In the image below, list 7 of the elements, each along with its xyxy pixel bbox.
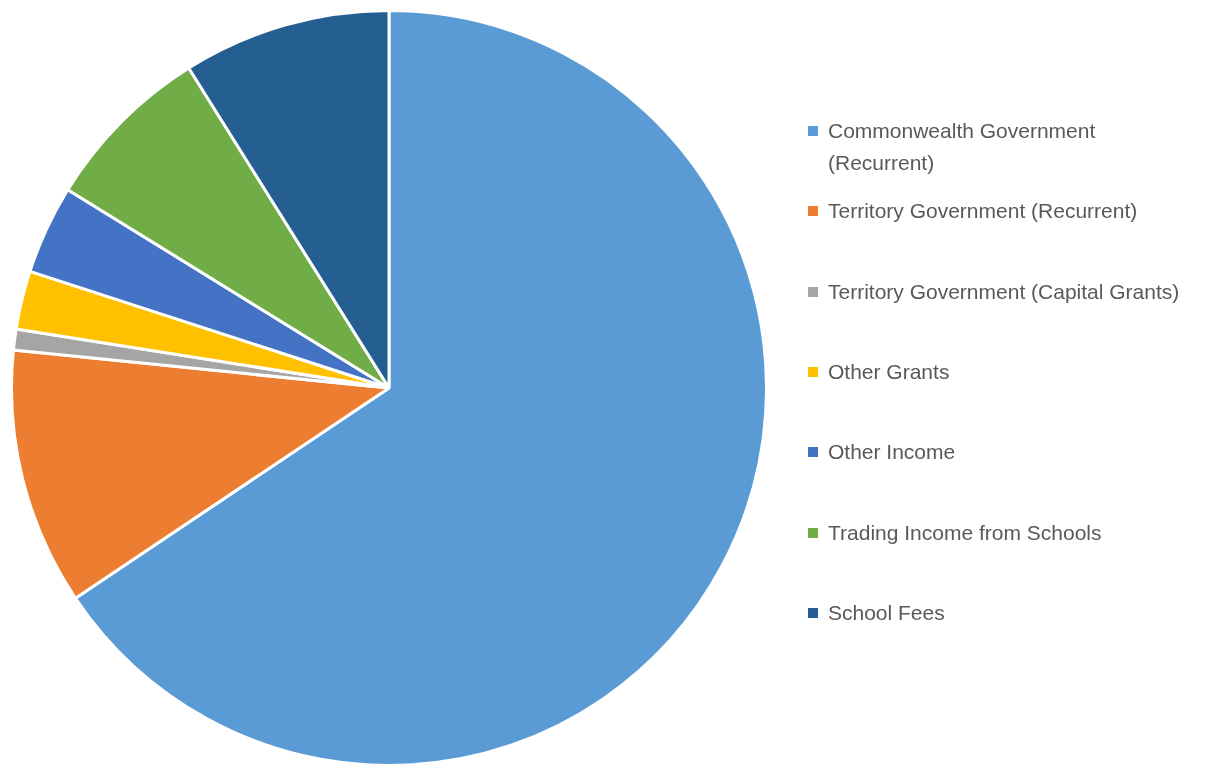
legend-label: Territory Government (Capital Grants) bbox=[828, 278, 1180, 305]
legend-label: Territory Government (Recurrent) bbox=[828, 198, 1138, 225]
legend-label: School Fees bbox=[828, 599, 945, 626]
legend-label: Commonwealth Government (Recurrent) bbox=[828, 118, 1097, 176]
legend-label: Trading Income from Schools bbox=[828, 519, 1102, 546]
legend-label: Other Income bbox=[828, 439, 956, 466]
legend-label: Other Grants bbox=[828, 358, 950, 385]
